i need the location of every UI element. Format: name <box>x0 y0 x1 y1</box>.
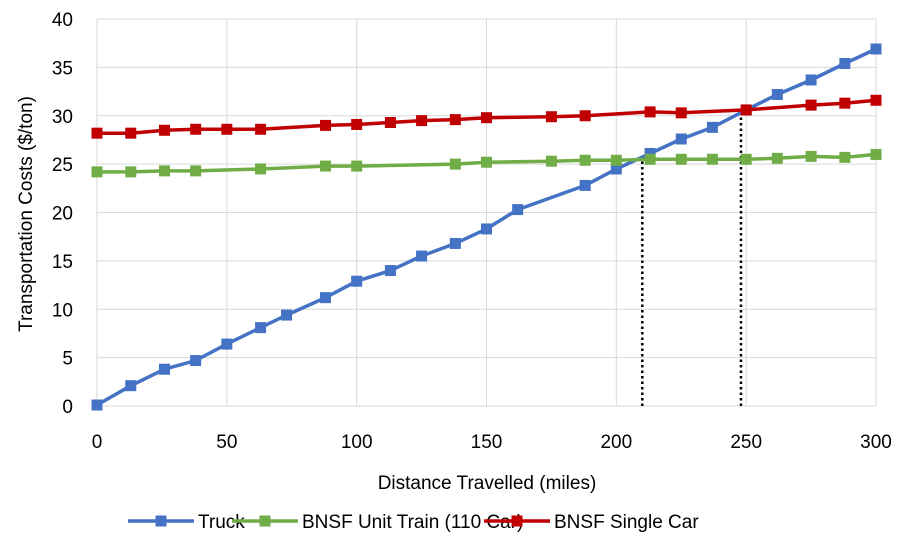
data-series <box>91 43 882 411</box>
series-1-marker <box>706 121 718 133</box>
series-2-marker <box>91 166 103 178</box>
x-axis-title: Distance Travelled (miles) <box>378 473 597 494</box>
series-2-marker <box>805 150 817 162</box>
series-1-marker <box>320 292 332 304</box>
series-2-marker <box>839 151 851 163</box>
series-2-marker <box>190 165 202 177</box>
series-3-marker <box>125 127 137 139</box>
series-1-marker <box>644 147 656 159</box>
legend-swatch-marker <box>155 515 167 527</box>
series-3-marker <box>675 107 687 119</box>
x-tick-label: 100 <box>341 432 373 453</box>
series-2-marker <box>159 165 171 177</box>
series-1-marker <box>190 355 202 367</box>
series-1-marker <box>221 338 233 350</box>
x-tick-label: 200 <box>600 432 632 453</box>
series-1-marker <box>805 74 817 86</box>
series-1-marker <box>771 88 783 100</box>
y-tick-label: 0 <box>62 397 73 418</box>
series-1-marker <box>449 237 461 249</box>
series-3-marker <box>255 123 267 135</box>
series-1-marker <box>255 322 267 334</box>
series-3-marker <box>384 117 396 129</box>
reference-lines <box>641 109 743 406</box>
series-2-marker <box>706 153 718 165</box>
series-1-marker <box>839 58 851 70</box>
series-3-marker <box>91 127 103 139</box>
series-1-marker <box>416 250 428 262</box>
series-1-marker <box>384 265 396 277</box>
series-3-marker <box>449 114 461 126</box>
y-tick-label: 15 <box>52 252 73 273</box>
series-3-marker <box>190 123 202 135</box>
y-tick-label: 5 <box>62 349 73 370</box>
series-3-marker <box>644 106 656 118</box>
series-3-marker <box>870 94 882 106</box>
series-3-marker <box>740 104 752 116</box>
y-tick-label: 10 <box>52 300 73 321</box>
series-3-marker <box>481 112 492 124</box>
series-2-marker <box>771 152 783 164</box>
x-tick-label: 0 <box>92 432 103 453</box>
y-tick-label: 25 <box>52 155 73 176</box>
legend-label: BNSF Single Car <box>554 512 699 533</box>
series-2-marker <box>579 154 591 166</box>
y-axis-title: Transportation Costs ($/ton) <box>16 96 37 332</box>
series-1-marker <box>481 223 492 235</box>
series-3-marker <box>351 118 363 130</box>
y-tick-label: 20 <box>52 204 73 225</box>
y-tick-labels: 0 5 10 15 20 25 30 35 40 <box>52 10 73 418</box>
series-1-marker <box>870 43 882 55</box>
series-3-marker <box>320 119 332 131</box>
series-3-marker <box>805 99 817 111</box>
series-2-marker <box>481 156 492 168</box>
y-tick-label: 30 <box>52 107 73 128</box>
x-tick-label: 50 <box>216 432 237 453</box>
series-2-marker <box>320 160 332 172</box>
series-1-marker <box>125 380 137 392</box>
series-1-marker <box>91 399 103 411</box>
series-1-marker <box>579 179 591 191</box>
series-2-marker <box>610 154 622 166</box>
series-3-marker <box>159 124 171 136</box>
legend: Truck BNSF Unit Train (110 Car) BNSF Singl… <box>128 512 699 533</box>
series-3-marker <box>416 115 428 127</box>
series-2-marker <box>351 160 363 172</box>
y-tick-label: 35 <box>52 58 73 79</box>
series-1-marker <box>610 163 622 175</box>
series-1-marker <box>159 363 171 375</box>
series-2-marker <box>740 153 752 165</box>
series-3-marker <box>545 111 557 123</box>
series-2-marker <box>675 153 687 165</box>
series-3-marker <box>221 123 233 135</box>
legend-swatch-marker <box>511 515 523 527</box>
series-2-marker <box>255 163 267 175</box>
series-3-marker <box>839 97 851 109</box>
x-tick-label: 300 <box>860 432 892 453</box>
series-2-marker <box>545 155 557 167</box>
gridlines <box>96 18 877 407</box>
x-tick-label: 250 <box>730 432 762 453</box>
series-1-marker <box>512 204 524 216</box>
series-2-marker <box>125 166 137 178</box>
series-1-marker <box>351 275 363 287</box>
legend-label: Truck <box>198 512 245 533</box>
x-tick-label: 150 <box>471 432 503 453</box>
series-1-marker <box>675 133 687 145</box>
series-3-marker <box>579 110 591 122</box>
y-tick-label: 40 <box>52 10 73 31</box>
legend-swatch-marker <box>259 515 271 527</box>
series-2-marker <box>644 153 656 165</box>
x-tick-labels: 0 50 100 150 200 250 300 <box>92 432 892 453</box>
series-2-marker <box>870 148 882 160</box>
legend-label: BNSF Unit Train (110 Car) <box>302 512 523 533</box>
series-2-marker <box>449 158 461 170</box>
series-1-marker <box>281 309 293 321</box>
